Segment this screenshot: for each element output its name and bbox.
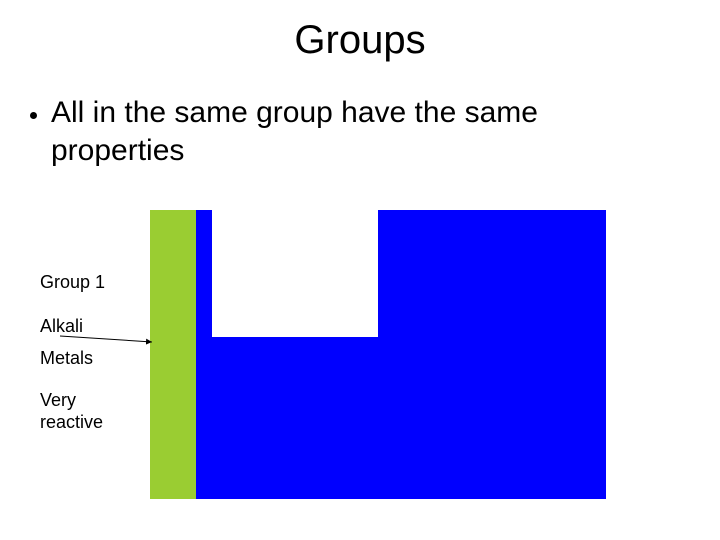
slide: Groups All in the same group have the sa…	[0, 0, 720, 540]
pointer-arrow	[0, 0, 720, 540]
